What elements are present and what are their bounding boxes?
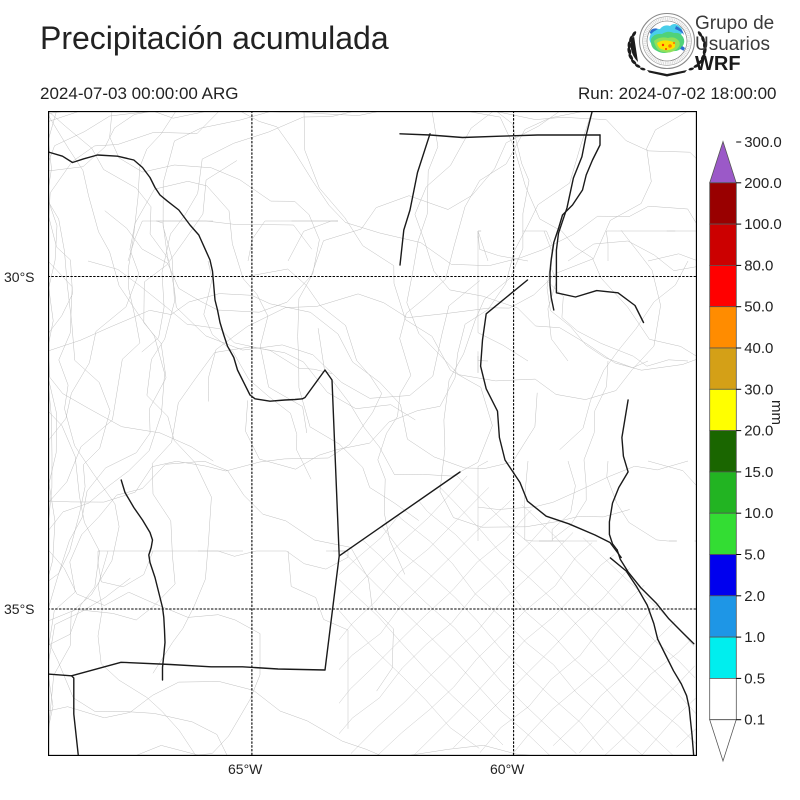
svg-text:0.1: 0.1 (744, 712, 765, 729)
svg-text:40.0: 40.0 (744, 340, 773, 357)
svg-text:50.0: 50.0 (744, 299, 773, 316)
svg-text:20.0: 20.0 (744, 423, 773, 440)
svg-text:100.0: 100.0 (744, 216, 782, 233)
svg-text:1.0: 1.0 (744, 629, 765, 646)
svg-text:80.0: 80.0 (744, 257, 773, 274)
svg-text:300.0: 300.0 (744, 134, 782, 151)
svg-text:200.0: 200.0 (744, 175, 782, 192)
svg-text:5.0: 5.0 (744, 547, 765, 564)
svg-text:0.5: 0.5 (744, 670, 765, 687)
svg-text:15.0: 15.0 (744, 464, 773, 481)
svg-text:30.0: 30.0 (744, 381, 773, 398)
svg-text:2.0: 2.0 (744, 588, 765, 605)
svg-text:10.0: 10.0 (744, 505, 773, 522)
